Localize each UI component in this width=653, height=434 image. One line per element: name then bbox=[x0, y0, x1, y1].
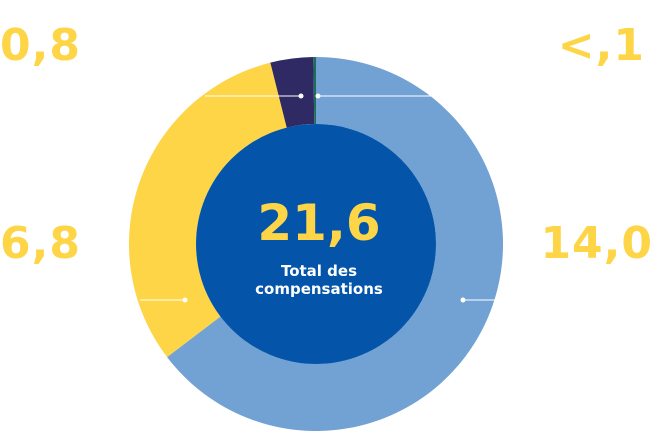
connector-dot-2 bbox=[182, 297, 188, 303]
donut-slice-3 bbox=[313, 57, 316, 125]
total-value: 21,6 bbox=[257, 194, 381, 252]
label-slice-6-8: 6,8 bbox=[0, 218, 81, 269]
label-slice-14-0: 14,0 bbox=[540, 218, 653, 269]
label-slice-less-than-0-1: <,1 bbox=[557, 20, 645, 71]
connector-dot-3 bbox=[460, 297, 466, 303]
donut-slice-1 bbox=[128, 62, 287, 358]
donut-slice-0 bbox=[167, 57, 503, 431]
connector-dot-1 bbox=[315, 93, 321, 99]
total-caption-line-1: Total des bbox=[280, 262, 358, 280]
label-slice-0-8: 0,8 bbox=[0, 20, 81, 71]
total-caption-line-2: compensations bbox=[255, 280, 383, 298]
connector-dot-0 bbox=[298, 93, 304, 99]
total-caption: Total des compensations bbox=[219, 262, 419, 298]
donut-slice-2 bbox=[270, 57, 315, 128]
center-circle bbox=[196, 124, 436, 364]
